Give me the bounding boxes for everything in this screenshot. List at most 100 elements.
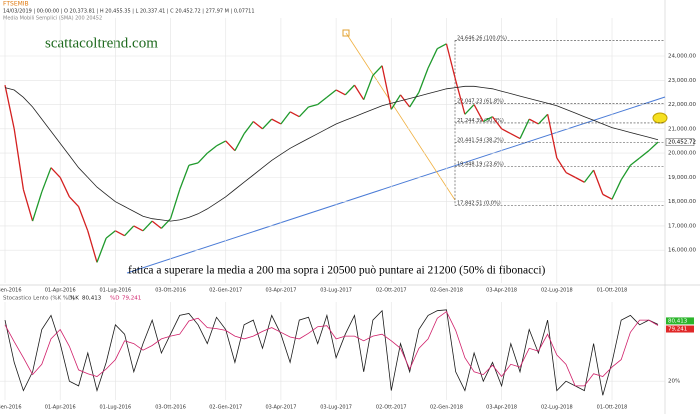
price-segment (115, 230, 125, 237)
plot-area: 01-Gen-2016 01-Apr-2016 01-Lug-2016 03-Ott-… (0, 18, 696, 411)
price-segment (537, 113, 549, 125)
price-segment (160, 218, 172, 229)
x-tick-label: 02-Ott-2017 (376, 288, 407, 294)
series-line (4, 85, 659, 222)
y-tick-label: 21,000.00 (668, 126, 696, 132)
price-segment (59, 177, 70, 198)
x-tick-label: 01-Lug-2016 (99, 405, 131, 411)
price-segment (289, 111, 300, 118)
last-value-label: 20,452.72 (668, 140, 696, 146)
price-segment (50, 167, 61, 178)
price-segment (317, 96, 328, 106)
price-segment (243, 121, 254, 135)
price-segment (335, 89, 346, 96)
legend-label: %K (70, 296, 79, 302)
price-segment (142, 220, 153, 232)
price-segment (188, 162, 199, 166)
price-segment (308, 103, 318, 108)
last-value-label: 80,413 (668, 318, 688, 324)
price-segment (399, 94, 411, 108)
price-segment (262, 118, 273, 130)
target-highlight (652, 112, 668, 124)
price-segment (271, 118, 282, 125)
price-segment (41, 167, 52, 193)
price-segment (381, 65, 392, 110)
price-segment (197, 152, 208, 164)
price-segment (68, 196, 80, 207)
y-tick-label: 23,000.00 (668, 78, 696, 84)
fib-anchor-line (345, 32, 456, 201)
x-tick-label: 01-Ott-2018 (597, 288, 628, 294)
price-segment (510, 133, 521, 140)
price-segment (77, 206, 89, 232)
legend-value: 79,241 (122, 296, 141, 302)
legend-value: 80,413 (82, 296, 102, 302)
price-segment (473, 104, 484, 122)
last-value-tag (666, 325, 694, 333)
price-segment (353, 84, 365, 101)
price-segment (151, 220, 162, 229)
x-tick-label: 03-Apr-2018 (486, 288, 517, 294)
last-value-label: 79,241 (668, 327, 687, 333)
price-segment (556, 157, 567, 173)
x-tick-label: 01-Apr-2016 (45, 405, 76, 411)
x-tick-label: 02-Gen-2018 (430, 405, 463, 411)
x-tick-label: 01-Apr-2016 (45, 288, 76, 294)
price-segment (363, 75, 374, 100)
fib-label: 22,047.23 (61,8%) (457, 98, 504, 104)
annotation: fatica a superare la media a 200 ma sopr… (128, 265, 546, 277)
y-tick-label: 18,000.00 (668, 199, 696, 205)
quote: 14/03/2019 | 00:00:00 | O 20,373.81 | H … (3, 9, 255, 15)
price-segment (436, 43, 447, 50)
price-segment (169, 189, 181, 219)
x-tick-label: 03-Apr-2017 (265, 405, 296, 411)
price-segment (602, 193, 613, 200)
last-value-tag (665, 138, 695, 146)
x-tick-label: 01-Gen-2016 (0, 405, 22, 411)
price-segment (225, 140, 236, 152)
y-tick-label: 20,000.00 (668, 151, 696, 157)
symbol: FTSEMIB (3, 1, 29, 8)
anchor-handle (342, 29, 350, 37)
x-tick-label: 03-Lug-2017 (320, 288, 352, 294)
price-segment (491, 116, 503, 130)
price-segment (22, 189, 34, 222)
price-segment (528, 118, 539, 125)
price-segment (620, 164, 631, 181)
fib-label: 19,448.19 (23,6%) (457, 162, 504, 168)
price-segment (87, 230, 98, 263)
price-segment (455, 80, 466, 115)
price-segment (630, 157, 641, 166)
price-segment (280, 111, 291, 125)
price-segment (31, 191, 43, 222)
price-segment (593, 169, 604, 195)
price-segment (179, 165, 190, 190)
x-tick-label: 01-Ott-2018 (597, 405, 628, 411)
price-segment (326, 89, 337, 98)
price-segment (105, 230, 116, 239)
price-segment (418, 67, 429, 93)
fib-label: 21,244.39 (50,0%) (457, 118, 504, 124)
x-tick-label: 03-Ott-2016 (155, 288, 186, 294)
price-segment (216, 140, 227, 147)
price-segment (234, 133, 245, 151)
y-tick-label: 17,000.00 (668, 223, 696, 229)
price-segment (519, 118, 530, 139)
price-segment (427, 48, 438, 69)
x-tick-label: 02-Gen-2017 (209, 405, 242, 411)
price-segment (639, 150, 650, 159)
x-tick-label: 02-Gen-2018 (430, 288, 463, 294)
price-segment (565, 171, 576, 178)
x-tick-label: 03-Apr-2017 (265, 288, 296, 294)
price-segment (574, 176, 585, 183)
price-segment (252, 121, 263, 130)
x-tick-label: 03-Apr-2018 (486, 405, 517, 411)
y-tick-label: 22,000.00 (668, 102, 696, 108)
price-segment (501, 128, 512, 135)
y-tick-label: 20% (668, 379, 680, 385)
price-segment (546, 114, 558, 159)
price-segment (4, 84, 15, 129)
